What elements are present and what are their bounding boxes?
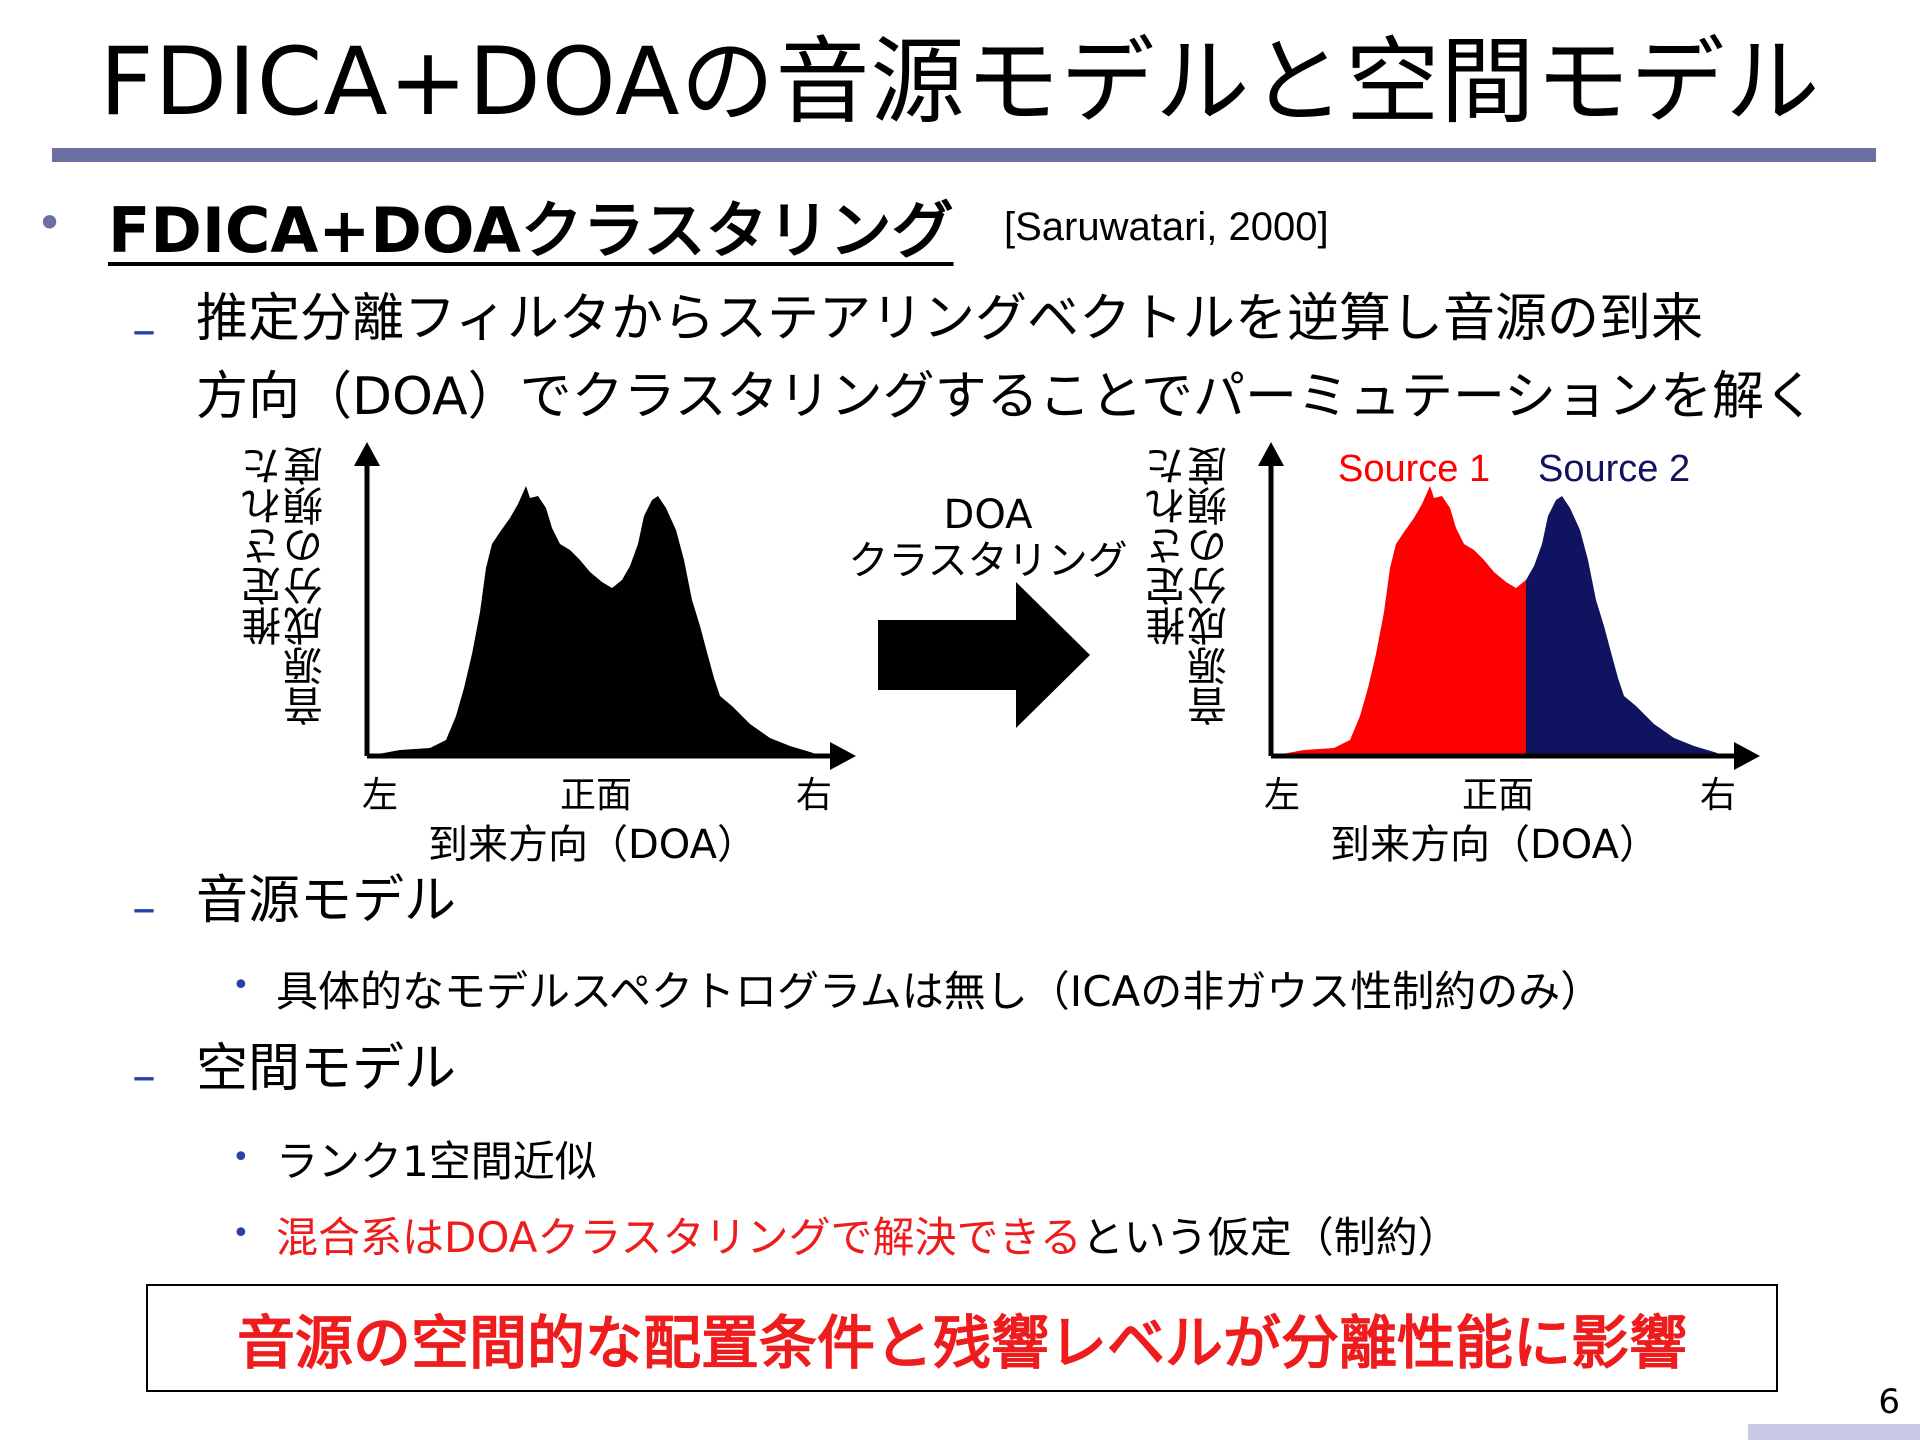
footer-bar <box>1748 1424 1920 1440</box>
slide-title: FDICA+DOAの音源モデルと空間モデル <box>99 28 1821 137</box>
bullet-dot-icon: • <box>232 1216 250 1251</box>
histogram-black-area <box>367 486 822 756</box>
tick-center: 正面 <box>560 775 633 816</box>
legend-source1: Source 1 <box>1338 448 1491 490</box>
dash-icon: – <box>132 1048 156 1104</box>
source2-area <box>1526 496 1726 756</box>
tick-right: 右 <box>1700 775 1737 816</box>
sub-bullet-text-line1: 推定分離フィルタからステアリングベクトルを逆算し音源の到来 <box>196 289 1703 349</box>
source-model-item: 具体的なモデルスペクトログラムは無し（ICAの非ガウス性制約のみ） <box>276 967 1603 1016</box>
tick-center: 正面 <box>1462 775 1535 816</box>
conclusion-box: 音源の空間的な配置条件と残響レベルが分離性能に影響 <box>146 1284 1778 1392</box>
title-underline <box>52 148 1876 162</box>
bullet-heading: FDICA+DOAクラスタリング <box>108 194 954 267</box>
ylabel-line2: 音源成分の頻度 <box>284 446 330 726</box>
tick-left: 左 <box>362 775 399 816</box>
dash-icon: – <box>132 880 156 936</box>
tick-left: 左 <box>1264 775 1301 816</box>
sub-bullet-spatial-model: 空間モデル <box>196 1039 457 1099</box>
spatial-model-item2-black: という仮定（制約） <box>1081 1213 1460 1262</box>
right-xlabel: 到来方向（DOA） <box>1330 822 1659 868</box>
arrow-label-line2: クラスタリング <box>848 538 1128 584</box>
ylabel-line1: 推定された <box>1146 446 1192 646</box>
sub-bullet-source-model: 音源モデル <box>196 871 457 931</box>
tick-right: 右 <box>796 775 833 816</box>
bullet-dot-icon: • <box>232 1140 250 1175</box>
conclusion-text: 音源の空間的な配置条件と残響レベルが分離性能に影響 <box>236 1309 1687 1377</box>
arrow-label: DOA クラスタリング <box>846 492 1130 584</box>
ylabel-line1: 推定された <box>242 446 288 646</box>
ylabel-line2: 音源成分の頻度 <box>1188 446 1234 726</box>
source1-area <box>1271 486 1526 756</box>
arrow-label-line1: DOA <box>943 492 1033 538</box>
spatial-model-item1: ランク1空間近似 <box>276 1137 597 1186</box>
page-number: 6 <box>1878 1382 1900 1422</box>
sub-bullet-text-line2: 方向（DOA）でクラスタリングすることでパーミュテーションを解く <box>196 367 1816 427</box>
left-ylabel: 推定された 音源成分の頻度 <box>236 446 356 776</box>
right-ylabel: 推定された 音源成分の頻度 <box>1140 446 1260 776</box>
dash-icon: – <box>132 302 156 358</box>
right-histogram <box>1258 442 1760 770</box>
left-histogram <box>354 442 856 770</box>
citation: [Saruwatari, 2000] <box>1004 205 1329 249</box>
left-xlabel: 到来方向（DOA） <box>428 822 757 868</box>
spatial-model-item2-red: 混合系はDOAクラスタリングで解決できる <box>276 1213 1082 1262</box>
bullet-dot-icon: • <box>232 968 250 1003</box>
legend-source2: Source 2 <box>1538 448 1691 490</box>
bullet-dot-icon: • <box>36 196 64 250</box>
right-arrow-icon <box>878 582 1090 728</box>
spatial-model-item2: 混合系はDOAクラスタリングで解決できるという仮定（制約） <box>276 1204 1460 1265</box>
